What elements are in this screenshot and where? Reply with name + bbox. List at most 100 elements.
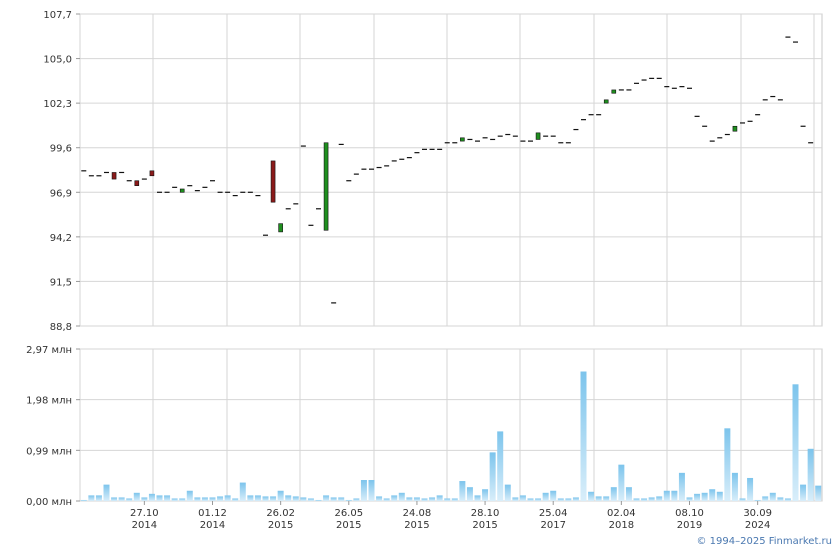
volume-bar [88,495,95,501]
volume-bar [784,498,791,501]
volume-panel-grid [79,348,823,502]
volume-bar [792,384,799,501]
x-tick-year-label: 2015 [336,520,361,531]
volume-bar [368,480,375,501]
volume-bar [572,497,579,501]
price-candle [611,89,617,94]
volume-bar [769,492,776,501]
volume-bar [459,481,466,501]
volume-bar [292,496,299,501]
volume-bar [807,448,814,501]
volume-bar [194,497,201,501]
volume-bar [724,428,731,501]
volume-bar [625,487,632,501]
volume-bar [383,498,390,501]
volume-bars [80,371,822,501]
volume-bar [815,485,822,501]
volume-bar [777,497,784,501]
volume-bar [95,495,102,501]
x-tick-year-label: 2017 [540,520,565,531]
volume-bar [686,497,693,501]
volume-bar [754,499,761,501]
volume-bar [512,497,519,501]
x-tick-day-label: 28.10 [471,508,500,519]
price-candle [111,172,117,180]
volume-bar [482,489,489,501]
volume-bar [762,496,769,501]
volume-bar [406,497,413,501]
copyright-notice[interactable]: © 1994–2025 Finmarket.ru [696,536,832,547]
volume-bar [489,452,496,501]
volume-bar [201,497,208,501]
x-tick-year-label: 2014 [200,520,225,531]
volume-bar [126,498,133,501]
volume-bar [164,495,171,501]
price-tick-label: 96,9 [50,188,72,199]
volume-plot-area [79,348,823,502]
x-tick-year-label: 2015 [472,520,497,531]
volume-bar [315,499,322,501]
price-tick-label: 107,7 [43,10,72,21]
volume-bar [709,489,716,501]
volume-bar [239,482,246,501]
volume-bar [747,477,754,501]
volume-bar [656,496,663,501]
volume-bar [519,495,526,501]
price-candle [732,125,738,132]
volume-bar [731,472,738,501]
price-tick-label: 105,0 [43,55,72,66]
volume-bar [716,491,723,501]
x-tick-year-label: 2019 [677,520,702,531]
volume-bar [345,499,352,501]
volume-bar [663,490,670,501]
volume-bar [542,492,549,501]
volume-bar [694,493,701,501]
volume-bar [421,498,428,501]
price-candle [134,180,140,186]
x-tick-day-label: 26.02 [266,508,295,519]
x-tick-day-label: 01.12 [198,508,227,519]
volume-bar [156,495,163,501]
price-candles [81,36,814,304]
volume-bar [300,497,307,501]
volume-bar [118,497,125,501]
volume-bar [270,496,277,501]
volume-bar [671,490,678,501]
volume-tick-label: 0,99 млн [26,446,72,457]
volume-bar [641,498,648,501]
price-tick-label: 88,8 [50,322,72,333]
volume-y-axis: 2,97 млн 1,98 млн 0,99 млн 0,00 млн [26,345,80,508]
volume-bar [429,497,436,501]
x-axis-date-labels: 27.10201401.12201426.02201526.05201524.0… [130,501,772,531]
volume-bar [285,495,292,501]
volume-bar [535,498,542,501]
volume-bar [595,496,602,501]
volume-bar [360,480,367,501]
volume-bar [633,498,640,501]
volume-bar [504,484,511,501]
price-candle [149,170,155,177]
volume-tick-label: 1,98 млн [26,396,72,407]
volume-bar [217,496,224,501]
volume-bar [232,498,239,501]
volume-bar [209,497,216,501]
volume-bar [678,472,685,501]
volume-bar [148,493,155,501]
volume-bar [701,492,708,501]
x-tick-day-label: 25.04 [539,508,568,519]
volume-bar [800,484,807,501]
volume-bar [186,490,193,501]
volume-bar [141,497,148,501]
volume-bar [739,498,746,501]
volume-bar [648,497,655,501]
volume-bar [247,495,254,501]
volume-bar [80,499,87,501]
x-tick-day-label: 02.04 [607,508,636,519]
volume-bar [323,495,330,501]
x-tick-year-label: 2024 [745,520,770,531]
price-candle [603,99,609,104]
x-tick-day-label: 24.08 [403,508,432,519]
x-tick-year-label: 2015 [404,520,429,531]
volume-bar [307,498,314,501]
